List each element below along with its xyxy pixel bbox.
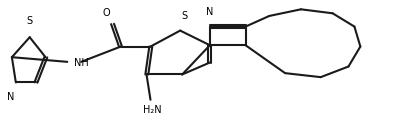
Text: H₂N: H₂N bbox=[143, 105, 162, 115]
Text: N: N bbox=[8, 92, 15, 102]
Text: N: N bbox=[206, 7, 213, 17]
Text: O: O bbox=[102, 8, 110, 18]
Text: S: S bbox=[181, 11, 188, 21]
Text: S: S bbox=[26, 16, 32, 26]
Text: NH: NH bbox=[74, 57, 89, 68]
